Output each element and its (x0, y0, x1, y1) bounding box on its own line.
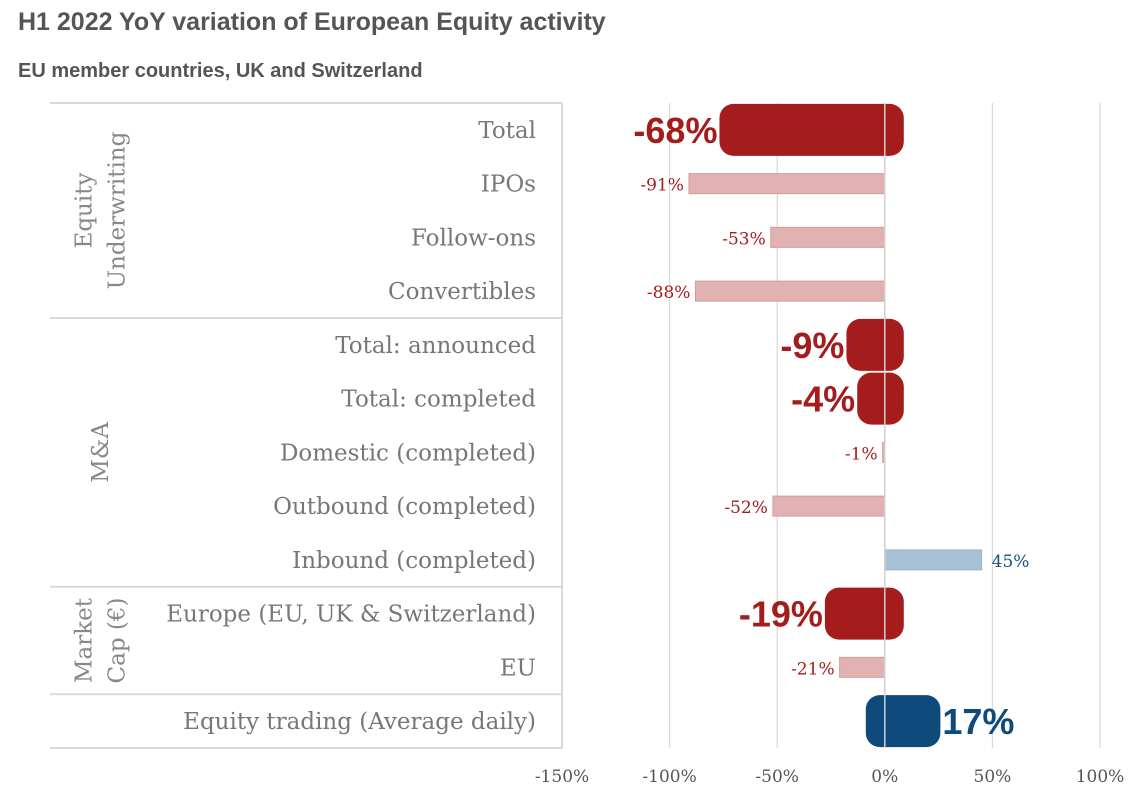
category-label: Outbound (completed) (273, 494, 536, 520)
x-tick-label: 50% (974, 767, 1012, 787)
bar-value-label: 45% (992, 552, 1030, 572)
category-label: Domestic (completed) (280, 440, 536, 466)
bar (694, 280, 886, 302)
x-tick-label: -100% (642, 767, 696, 787)
bar-value-label: -1% (845, 444, 878, 464)
bar (770, 226, 886, 248)
bar-highlight (824, 587, 904, 640)
bar-value-label: -91% (640, 176, 684, 196)
category-label: EU (500, 655, 536, 681)
bar-value-label: -88% (647, 283, 691, 303)
bar-value-label: -4% (791, 379, 855, 420)
group-label: Cap (€) (105, 598, 131, 684)
chart-title: H1 2022 YoY variation of European Equity… (18, 8, 606, 36)
category-label: Inbound (completed) (292, 548, 536, 574)
category-label: Europe (EU, UK & Switzerland) (166, 602, 536, 628)
bar (884, 549, 983, 571)
group-label: M&A (88, 422, 114, 483)
bar (688, 173, 886, 195)
bar-value-label: -21% (791, 659, 835, 679)
bar-value-label: -53% (722, 229, 766, 249)
bar-value-label: -52% (724, 498, 768, 518)
bar-value-label: -68% (633, 110, 717, 151)
x-tick-label: 0% (871, 767, 898, 787)
bar-value-label: -19% (739, 594, 823, 635)
bar-value-label: 17% (942, 701, 1014, 742)
chart-subtitle: EU member countries, UK and Switzerland (18, 60, 423, 82)
group-label: Underwriting (105, 131, 131, 289)
bar-highlight (846, 318, 904, 371)
category-label: Total: completed (341, 387, 536, 413)
bar-value-label: -9% (780, 325, 844, 366)
x-tick-label: 100% (1076, 767, 1125, 787)
bar (772, 495, 886, 517)
bar-highlight (857, 372, 904, 425)
group-label: Market (72, 597, 98, 683)
bar (839, 656, 886, 678)
category-label: IPOs (481, 172, 536, 198)
category-label: Total (478, 118, 536, 144)
category-label: Follow-ons (411, 225, 536, 251)
x-tick-label: -150% (535, 767, 589, 787)
bar-highlight (719, 103, 904, 156)
category-label: Total: announced (335, 333, 536, 359)
bar-highlight (865, 695, 941, 748)
group-label: Equity (72, 173, 98, 249)
category-label: Equity trading (Average daily) (183, 709, 536, 735)
category-label: Convertibles (388, 279, 536, 305)
x-tick-label: -50% (755, 767, 799, 787)
